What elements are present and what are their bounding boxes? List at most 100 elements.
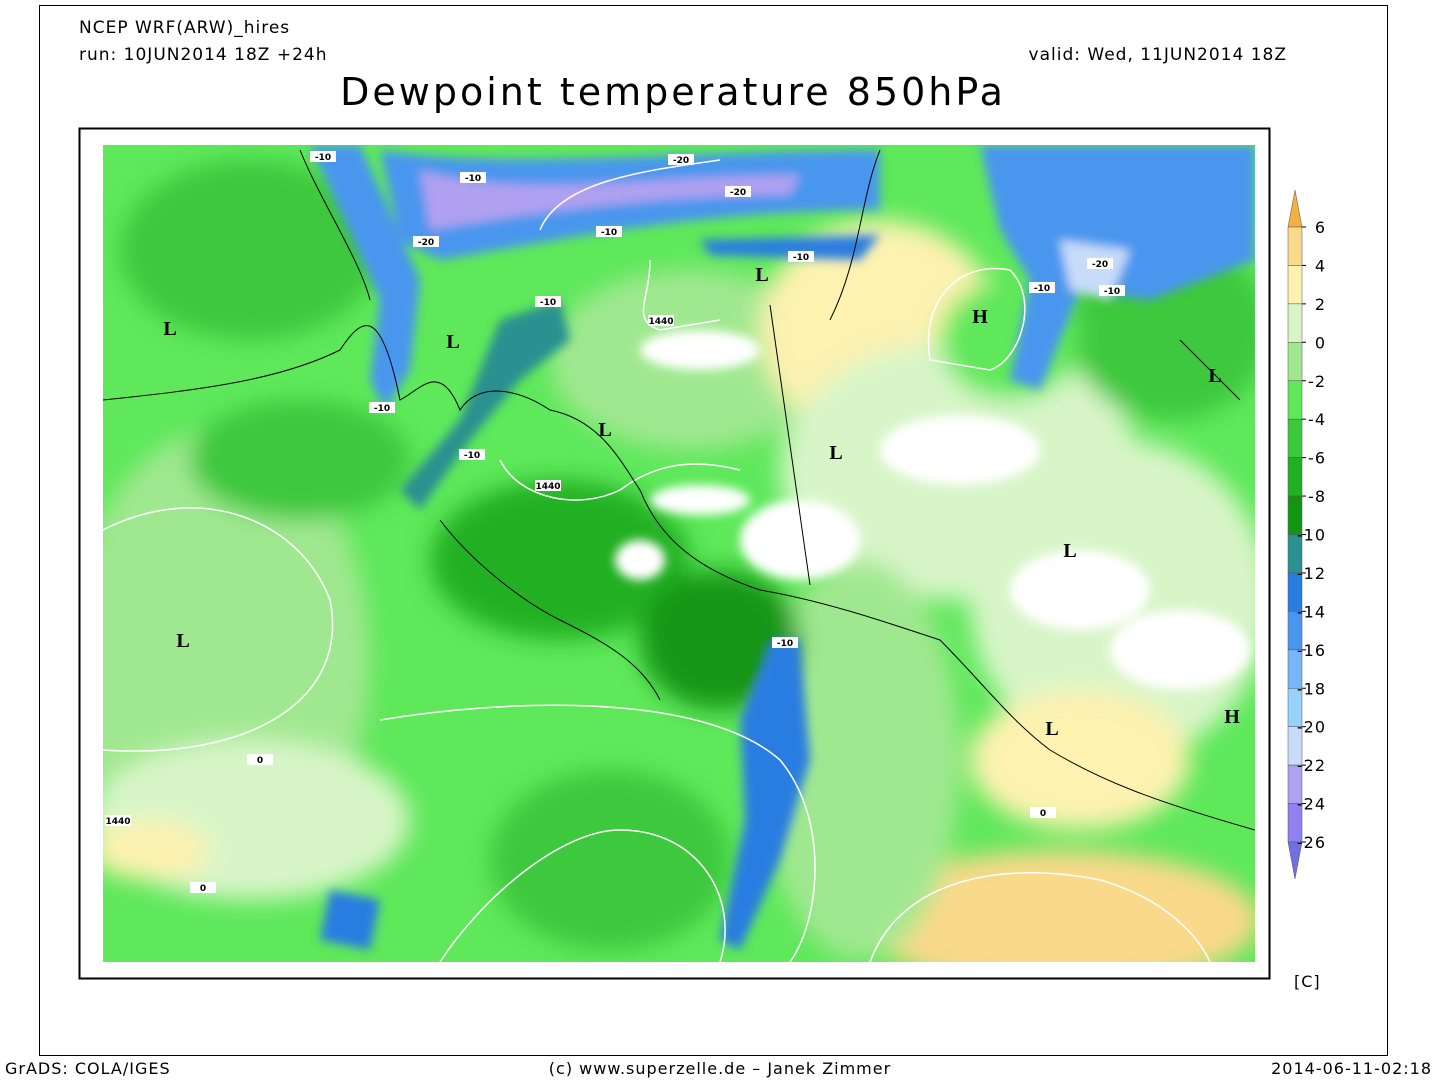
contour-label-box [369,402,395,413]
contour-label-box [459,449,485,460]
outer-frame [39,5,1388,1056]
colorbar-label: 0 [1315,333,1326,352]
contour-label: -10 [460,172,486,184]
contour-label-text: -20 [1092,260,1108,270]
pressure-center: L [446,331,459,353]
contour-label-text: -10 [777,639,793,649]
contour-label: -20 [668,154,694,166]
colorbar-label: -18 [1297,679,1326,698]
contour-label-text: 1440 [648,317,673,327]
footer-right: 2014-06-11-02:18 [1271,1059,1432,1078]
map-labels: L L L L H L L L L L H -10 -10 -20 -20 -20 -10 -10 -10 1440 -… [105,151,1240,894]
contour-label-text: -20 [673,156,689,166]
contour-label: -10 [596,226,622,238]
contour-label-text: 1440 [105,817,130,827]
colorbar-label: -2 [1308,372,1326,391]
colorbar-label: -12 [1297,564,1326,583]
colorbar-label: 6 [1315,218,1326,237]
contour-label-text: -10 [540,298,556,308]
colorbar-label: 4 [1315,256,1326,275]
contour-label-text: -10 [315,153,331,163]
contour-label-box [1030,807,1056,818]
contour-label-text: -10 [793,253,809,263]
colorbar-box [1287,457,1303,497]
colorbar-box [1287,226,1303,266]
contour-label: -10 [310,151,336,163]
colorbar-label: -22 [1297,756,1326,775]
contour-label-box [725,186,751,197]
coastlines [103,149,1255,831]
colorbar-label: -14 [1297,602,1326,621]
contour-label-text: 0 [257,756,263,766]
colorbar-box [1287,380,1303,420]
contour-label: 1440 [105,815,131,827]
map-frame [78,127,1271,980]
contour-label-box [668,154,694,165]
colorbar-label: -20 [1297,718,1326,737]
pressure-center: L [176,630,189,652]
contour-label-text: -20 [418,238,434,248]
contour-label: -10 [535,296,561,308]
colorbar-label: -10 [1297,526,1326,545]
contours [103,159,1211,962]
map-title: Dewpoint temperature 850hPa [340,70,1006,114]
contour-label: 0 [247,754,273,766]
contour-label-box [460,172,486,183]
colorbar-label: -6 [1308,449,1326,468]
map-field [103,145,1255,962]
contour-label: 0 [190,882,216,894]
pressure-center: L [829,442,842,464]
unit-label: [C] [1294,972,1321,991]
colorbar-label: 2 [1315,295,1326,314]
pressure-center: H [1224,706,1240,728]
pressure-center: L [755,264,768,286]
contour-label-text: -20 [730,188,746,198]
pressure-center: L [1208,365,1221,387]
contour-label: -10 [788,251,814,263]
colorbar: 6 4 2 0 -2 -4 -6 -8 -10 -12 -14 -16 -18 -20 -22 -24 -26 [1287,189,1326,880]
colorbar-box [1287,303,1303,343]
cloud-mask [615,330,1250,690]
colorbar-box [1287,342,1303,381]
contour-label: 1440 [648,315,674,327]
pressure-center: L [1045,718,1058,740]
colorbar-box [1287,265,1303,305]
contour-label-text: 0 [1040,809,1046,819]
contour-label-text: -10 [601,228,617,238]
contour-label: -10 [369,402,395,414]
pressure-center: L [163,318,176,340]
run-info: run: 10JUN2014 18Z +24h [79,45,327,65]
colorbar-label: -16 [1297,641,1326,660]
colorbar-label: -4 [1308,410,1326,429]
valid-info: valid: Wed, 11JUN2014 18Z [1029,45,1287,65]
contour-label-box [788,251,814,262]
contour-label-box [1099,285,1125,296]
colorbar-label: -8 [1308,487,1326,506]
pressure-center: H [972,306,988,328]
contour-label-text: -10 [374,404,390,414]
contour-label: 0 [1030,807,1056,819]
colorbar-label: -24 [1297,795,1326,814]
contour-label-box [596,226,622,237]
contour-label-box [310,151,336,162]
contour-label-text: -10 [1104,287,1120,297]
contour-label-text: -10 [464,451,480,461]
contour-label-text: 0 [200,884,206,894]
contour-label-box [535,480,561,491]
contour-label: -10 [772,637,798,649]
contour-label-box [648,315,674,326]
footer-left: GrADS: COLA/IGES [5,1059,171,1078]
model-name: NCEP WRF(ARW)_hires [79,18,290,38]
contour-label: -20 [725,186,751,198]
contour-label-box [190,882,216,893]
pressure-center: L [1063,540,1076,562]
contour-label-box [535,296,561,307]
contour-label-box [772,637,798,648]
contour-label-text: -10 [1034,284,1050,294]
contour-label-box [413,236,439,247]
contour-label-box [1029,282,1055,293]
contour-label: -20 [413,236,439,248]
contour-label: 1440 [535,480,561,492]
contour-label-text: -10 [465,174,481,184]
